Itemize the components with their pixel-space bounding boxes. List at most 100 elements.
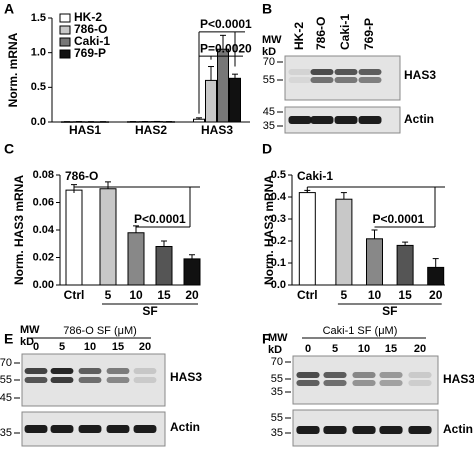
annotation: P<0.0001: [373, 212, 425, 226]
bar: [193, 118, 205, 123]
bar: [99, 188, 117, 286]
band: [296, 380, 320, 386]
bar: [127, 232, 145, 286]
y-tick-label: 0.08: [33, 169, 54, 181]
y-tick-label: 0.1: [271, 257, 286, 269]
bar: [155, 246, 173, 286]
legend-label: Caki-1: [74, 34, 110, 48]
bar: [335, 198, 353, 286]
band: [288, 69, 312, 75]
blot-membrane: [292, 355, 439, 405]
x-tick-label: HAS2: [135, 123, 167, 137]
band: [379, 426, 403, 434]
band: [408, 380, 432, 386]
band: [323, 380, 347, 386]
mw-label: MW: [262, 34, 282, 46]
x-tick-label: 10: [129, 288, 143, 302]
bar: [298, 192, 316, 286]
band: [106, 377, 130, 383]
kd-label: kD: [262, 46, 276, 58]
lane-label: 769-P: [362, 18, 376, 50]
band: [296, 372, 320, 378]
legend-swatch: [59, 13, 71, 23]
mw-marker: 70: [263, 56, 275, 68]
bar: [65, 189, 83, 286]
band: [334, 116, 358, 124]
lane-label: 786-O: [314, 17, 328, 50]
mw-marker: 55: [263, 74, 275, 86]
band: [78, 377, 102, 383]
band: [106, 368, 130, 374]
legend-swatch: [59, 25, 71, 35]
y-tick-label: 0.00: [33, 279, 54, 291]
band: [408, 426, 432, 434]
band: [133, 425, 157, 433]
band: [78, 425, 102, 433]
annotation: P<0.0001: [200, 17, 252, 31]
band: [358, 69, 382, 75]
lane-label: 15: [112, 341, 124, 353]
x-tick-label: 5: [341, 288, 348, 302]
protein-label: Actin: [404, 112, 434, 126]
protein-label: HAS3: [404, 68, 436, 82]
legend-label: HK-2: [74, 10, 102, 24]
y-tick-label: 0.3: [271, 213, 286, 225]
protein-label: HAS3: [170, 370, 202, 384]
band: [50, 368, 74, 374]
y-tick-label: 0.0: [271, 279, 286, 291]
mw-marker: 35: [271, 386, 283, 398]
band: [352, 372, 376, 378]
legend-swatch: [59, 37, 71, 47]
y-axis-label: Norm. HAS3 mRNA: [262, 175, 276, 285]
bar: [427, 266, 445, 286]
y-tick-label: 0.5: [31, 81, 46, 93]
band: [24, 377, 48, 383]
x-tick-label: Ctrl: [64, 288, 85, 302]
lane-label: 15: [385, 343, 397, 355]
band: [106, 425, 130, 433]
band: [334, 77, 358, 83]
band: [408, 372, 432, 378]
protein-label: HAS3: [443, 372, 474, 386]
y-tick-label: 1.5: [31, 12, 46, 24]
bar: [366, 238, 383, 286]
annotation: P<0.0001: [134, 212, 186, 226]
mw-marker: 45: [0, 392, 12, 404]
lane-label: HK-2: [292, 22, 306, 50]
legend-label: 769-P: [74, 46, 106, 60]
band: [288, 77, 312, 83]
mw-marker: 70: [0, 357, 12, 369]
y-axis-label: Norm. HAS3 mRNA: [12, 175, 26, 285]
band: [78, 368, 102, 374]
bar: [229, 77, 241, 123]
bar: [217, 48, 229, 123]
y-tick-label: 1.0: [31, 47, 46, 59]
legend-swatch: [59, 49, 71, 59]
band: [133, 377, 157, 383]
band: [310, 77, 334, 83]
x-tick-label: 10: [368, 288, 382, 302]
x-tick-label: 20: [429, 288, 443, 302]
y-tick-label: 0.2: [271, 235, 286, 247]
bar: [183, 258, 201, 286]
y-tick-label: 0.02: [33, 251, 54, 263]
band: [296, 426, 320, 434]
y-axis-label: Norm. mRNA: [6, 32, 20, 107]
bar: [396, 244, 414, 286]
mw-marker: 70: [271, 356, 283, 368]
lane-label: 5: [332, 343, 338, 355]
protein-label: Actin: [443, 422, 473, 436]
x-tick-label: 15: [398, 288, 412, 302]
legend-label: 786-O: [74, 22, 107, 36]
lane-label: 20: [414, 343, 426, 355]
y-tick-label: 0.06: [33, 196, 54, 208]
blot-header: 786-O SF (μM): [63, 325, 137, 337]
mw-marker: 55: [271, 412, 283, 424]
y-tick-label: 0.0: [31, 116, 46, 128]
x-tick-label: 20: [185, 288, 199, 302]
kd-label: kD: [268, 344, 282, 356]
lane-label: Caki-1: [338, 14, 352, 50]
x-tick-label: HAS3: [201, 123, 233, 137]
